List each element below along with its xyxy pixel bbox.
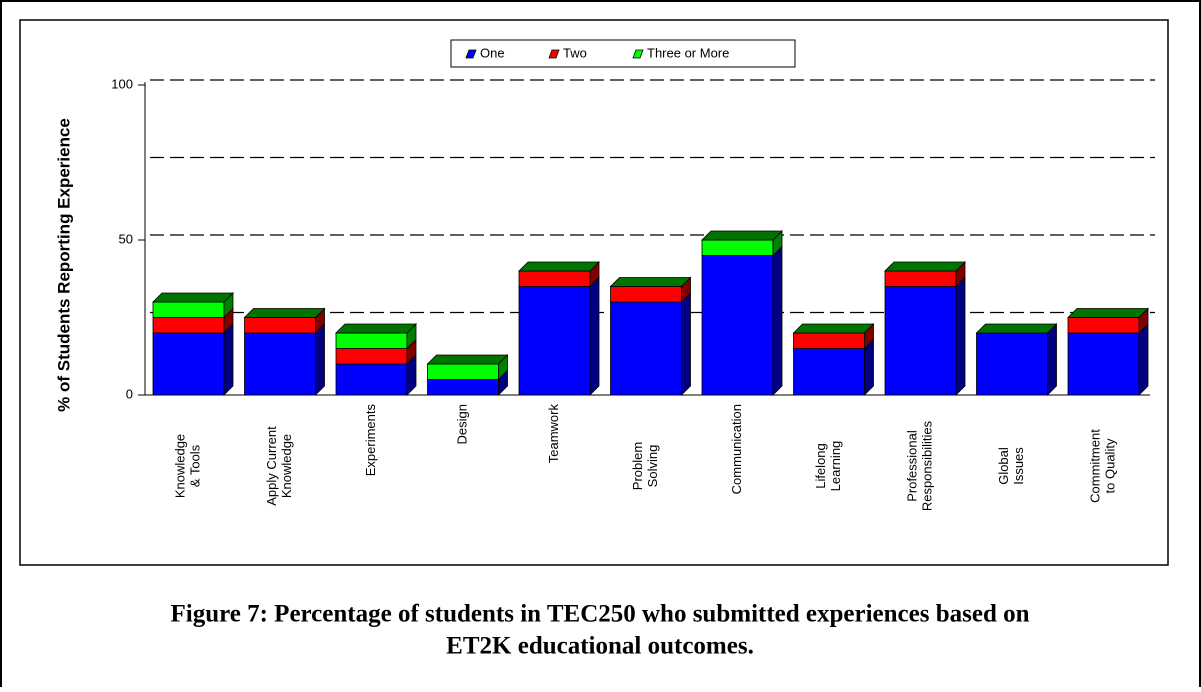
- bar-segment-side: [955, 276, 966, 396]
- x-tick-label: Apply Current: [264, 426, 279, 506]
- bar-segment: [152, 301, 225, 318]
- x-tick-label: Learning: [828, 441, 843, 492]
- x-tick-label: Knowledge: [279, 434, 294, 498]
- bar-segment: [335, 332, 408, 349]
- x-tick-label: Experiments: [363, 404, 378, 477]
- legend-swatch: [548, 49, 560, 59]
- bar-top: [609, 277, 692, 287]
- y-axis-label: % of Students Reporting Experience: [54, 118, 73, 412]
- x-tick-label: Design: [454, 404, 469, 444]
- x-tick-label: Problem: [630, 442, 645, 490]
- bar-segment: [884, 286, 957, 396]
- x-tick-label: Responsibilities: [919, 420, 934, 511]
- bar-segment-side: [681, 292, 691, 396]
- bar-segment: [884, 270, 957, 287]
- caption-line: Figure 7: Percentage of students in TEC2…: [170, 601, 1029, 628]
- bar-segment: [152, 332, 225, 396]
- y-tick-label: 100: [111, 76, 133, 91]
- bar-top: [701, 230, 783, 241]
- x-tick-label: & Tools: [187, 444, 202, 487]
- bar-top: [243, 308, 326, 318]
- legend-box: [450, 39, 796, 68]
- x-tick-label: to Quality: [1102, 438, 1117, 493]
- bar-segment-side: [1047, 323, 1057, 396]
- bar-segment-side: [1138, 323, 1149, 396]
- bar-segment: [518, 286, 591, 396]
- bar-segment: [244, 317, 316, 334]
- bar-segment: [1067, 332, 1140, 396]
- bar-segment: [610, 301, 682, 396]
- bar-segment-side: [772, 245, 783, 396]
- x-tick-label: Professional: [904, 430, 919, 502]
- y-tick-label: 0: [126, 386, 133, 401]
- x-tick-label: Lifelong: [813, 443, 828, 489]
- bar-top: [152, 292, 234, 303]
- x-tick-label: Commitment: [1087, 429, 1102, 503]
- legend-swatch: [632, 49, 644, 59]
- bar-segment: [793, 348, 865, 396]
- x-tick-label: Issues: [1011, 447, 1026, 485]
- bar-segment: [1067, 317, 1140, 334]
- x-tick-label: Global: [996, 447, 1011, 485]
- bar-segment: [335, 363, 408, 396]
- bar-segment-side: [223, 323, 234, 396]
- y-tick-label: 50: [119, 231, 133, 246]
- x-tick-label: Teamwork: [546, 404, 561, 464]
- bar-segment: [427, 363, 499, 380]
- x-tick-label: Knowledge: [172, 434, 187, 498]
- bar-segment-side: [864, 338, 874, 396]
- bar-segment: [335, 348, 408, 365]
- bar-segment: [427, 379, 499, 396]
- bar-top: [1067, 308, 1149, 318]
- bar-segment: [244, 332, 316, 396]
- bar-top: [884, 261, 966, 272]
- bar-top: [335, 323, 417, 334]
- bar-top: [426, 354, 509, 365]
- x-tick-label: Solving: [645, 445, 660, 488]
- bar-segment: [793, 332, 865, 349]
- x-tick-label: Communication: [729, 404, 744, 494]
- bar-segment: [152, 317, 225, 334]
- bar-segment-side: [589, 276, 600, 396]
- bar-top: [792, 323, 875, 334]
- caption-line: ET2K educational outcomes.: [446, 633, 754, 660]
- bar-segment-side: [315, 323, 325, 396]
- legend-label: Three or More: [647, 45, 729, 60]
- legend-swatch: [465, 49, 477, 59]
- bar-top: [518, 261, 600, 272]
- bar-top: [975, 323, 1058, 334]
- bar-segment: [701, 239, 774, 256]
- bar-segment: [701, 255, 774, 396]
- bar-segment: [610, 286, 682, 303]
- legend-label: One: [480, 45, 505, 60]
- bar-segment: [518, 270, 591, 287]
- bar-segment: [976, 332, 1048, 396]
- legend-label: Two: [563, 45, 587, 60]
